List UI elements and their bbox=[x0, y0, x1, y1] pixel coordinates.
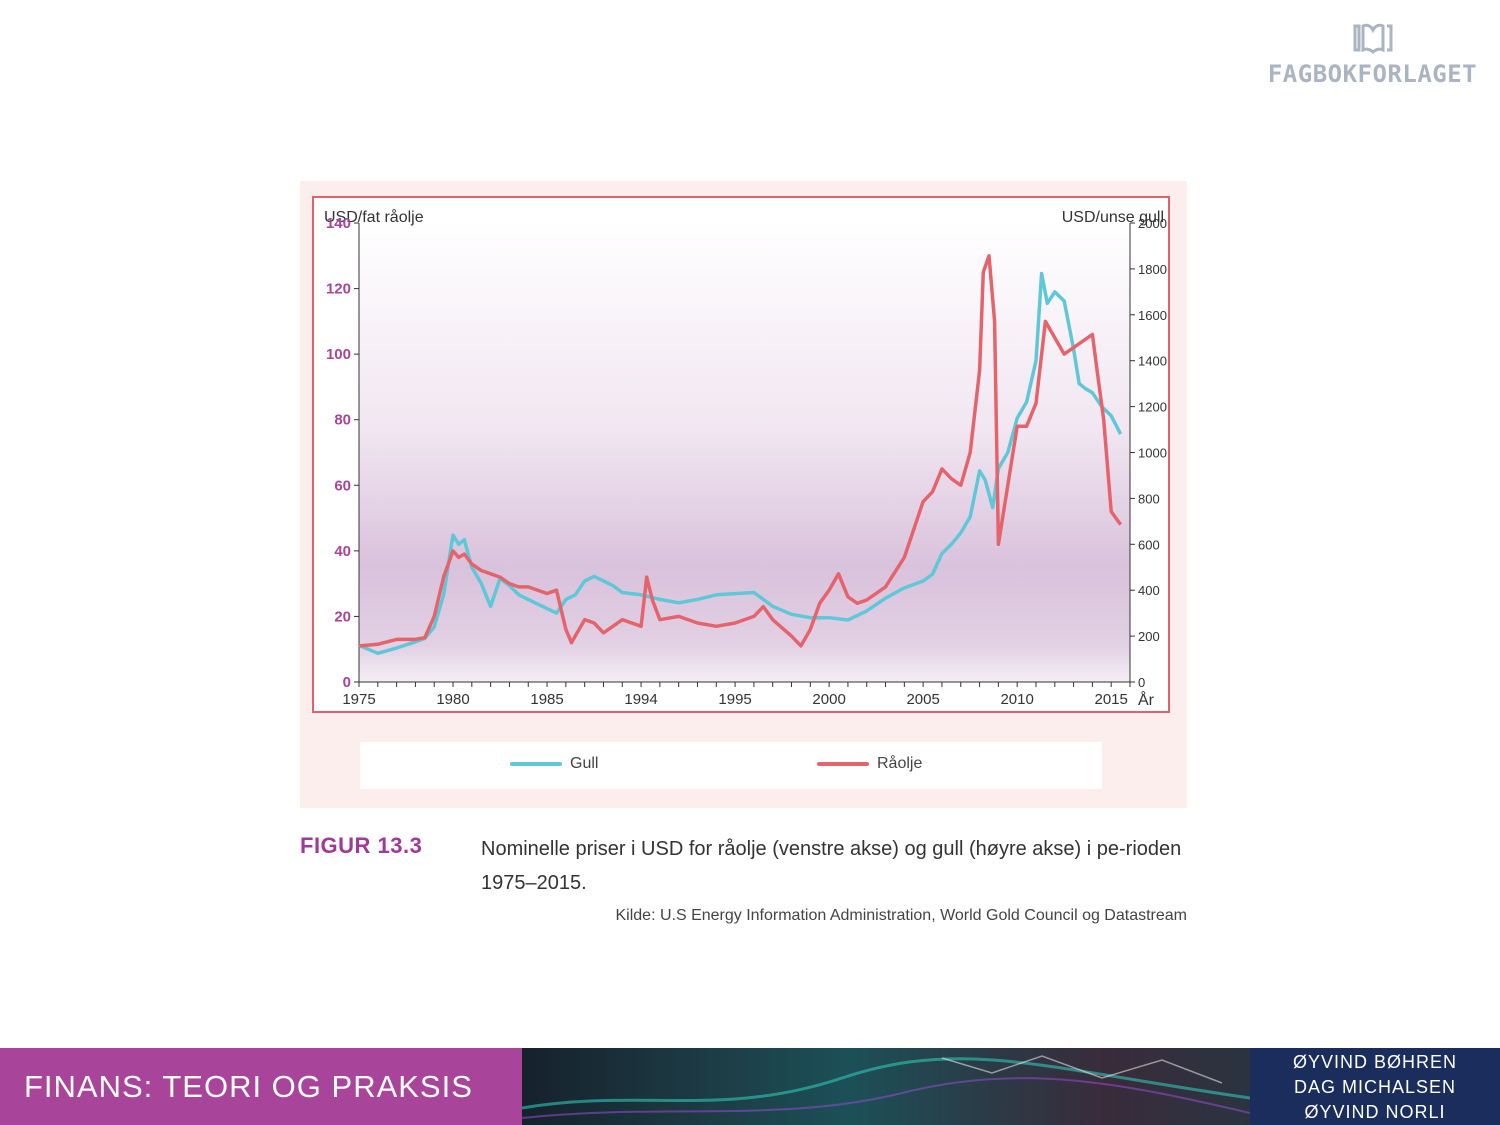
oil-price-line bbox=[358, 254, 1123, 648]
legend-item-oil: Råolje bbox=[817, 755, 922, 773]
left-y-tick-label: 0 bbox=[343, 674, 351, 691]
legend-label-gold: Gull bbox=[570, 755, 599, 772]
right-y-tick-label: 400 bbox=[1138, 583, 1160, 598]
x-tick-label: 2005 bbox=[906, 691, 939, 708]
figure-panel: USD/fat råolje USD/unse gull År 0 20 40 60 8… bbox=[300, 181, 1187, 808]
book-title: FINANS: TEORI OG PRAKSIS bbox=[0, 1048, 522, 1125]
x-tick-label: 2000 bbox=[812, 691, 845, 708]
right-y-tick-label: 1800 bbox=[1138, 262, 1167, 277]
plot-area-background bbox=[359, 223, 1130, 682]
left-y-tick-label: 40 bbox=[334, 543, 351, 560]
publisher-name: FAGBOKFORLAGET bbox=[1267, 60, 1478, 88]
right-y-tick-label: 1200 bbox=[1138, 400, 1167, 415]
right-y-tick-label: 1600 bbox=[1138, 308, 1167, 323]
left-y-tick-label: 60 bbox=[334, 477, 351, 494]
right-y-tick-label: 600 bbox=[1138, 537, 1160, 552]
left-y-tick-label: 140 bbox=[326, 215, 351, 232]
author-name: ØYVIND NORLI bbox=[1304, 1102, 1446, 1122]
left-y-tick-label: 100 bbox=[326, 346, 351, 363]
gold-price-line bbox=[358, 271, 1123, 656]
right-y-tick-label: 800 bbox=[1138, 491, 1160, 506]
x-tick-label: 2015 bbox=[1095, 691, 1128, 708]
footer-banner: FINANS: TEORI OG PRAKSIS ØYVIND BØHREN D… bbox=[0, 1048, 1500, 1125]
x-tick-label: 1975 bbox=[342, 691, 375, 708]
figure-source: Kilde: U.S Energy Information Administra… bbox=[615, 907, 1187, 924]
x-axis-unit-label: År bbox=[1138, 690, 1155, 709]
x-tick-label: 2010 bbox=[1000, 691, 1033, 708]
left-y-tick-label: 120 bbox=[326, 281, 351, 298]
figure-label: FIGUR 13.3 bbox=[300, 833, 423, 858]
left-y-tick-label: 20 bbox=[334, 608, 351, 625]
left-axis-title: USD/fat råolje bbox=[324, 208, 424, 226]
legend-label-oil: Råolje bbox=[877, 755, 923, 772]
right-y-tick-label: 0 bbox=[1138, 675, 1145, 690]
open-book-icon bbox=[1353, 23, 1392, 54]
stock-chart-graphic bbox=[522, 1055, 1250, 1119]
chart-legend: Gull Råolje bbox=[360, 742, 1102, 789]
x-tick-label: 1985 bbox=[530, 691, 563, 708]
chart-frame: USD/fat råolje USD/unse gull År 0 20 40 60 8… bbox=[312, 196, 1170, 713]
right-axis-title: USD/unse gull bbox=[1062, 209, 1164, 226]
right-y-tick-label: 2000 bbox=[1138, 216, 1167, 231]
legend-swatch-oil bbox=[817, 762, 869, 766]
legend-swatch-gold bbox=[510, 762, 562, 766]
x-tick-label: 1994 bbox=[624, 691, 657, 708]
legend-item-gold: Gull bbox=[510, 755, 598, 773]
right-y-tick-label: 1000 bbox=[1138, 446, 1167, 461]
price-chart: USD/fat råolje USD/unse gull År 0 20 40 60 8… bbox=[324, 208, 1167, 709]
footer-decorative-image bbox=[522, 1048, 1250, 1125]
author-name: ØYVIND BØHREN bbox=[1292, 1052, 1458, 1072]
author-name: DAG MICHALSEN bbox=[1293, 1077, 1457, 1097]
x-tick-label: 1980 bbox=[436, 691, 469, 708]
figure-caption: Nominelle priser i USD for råolje (venst… bbox=[481, 838, 1182, 894]
right-y-tick-label: 200 bbox=[1138, 629, 1160, 644]
x-tick-label: 1995 bbox=[718, 691, 751, 708]
left-y-tick-label: 80 bbox=[334, 412, 351, 429]
publisher-logo: FAGBOKFORLAGET bbox=[1265, 22, 1480, 88]
right-y-tick-label: 1400 bbox=[1138, 354, 1167, 369]
book-authors: ØYVIND BØHREN DAG MICHALSEN ØYVIND NORLI bbox=[1250, 1048, 1500, 1125]
